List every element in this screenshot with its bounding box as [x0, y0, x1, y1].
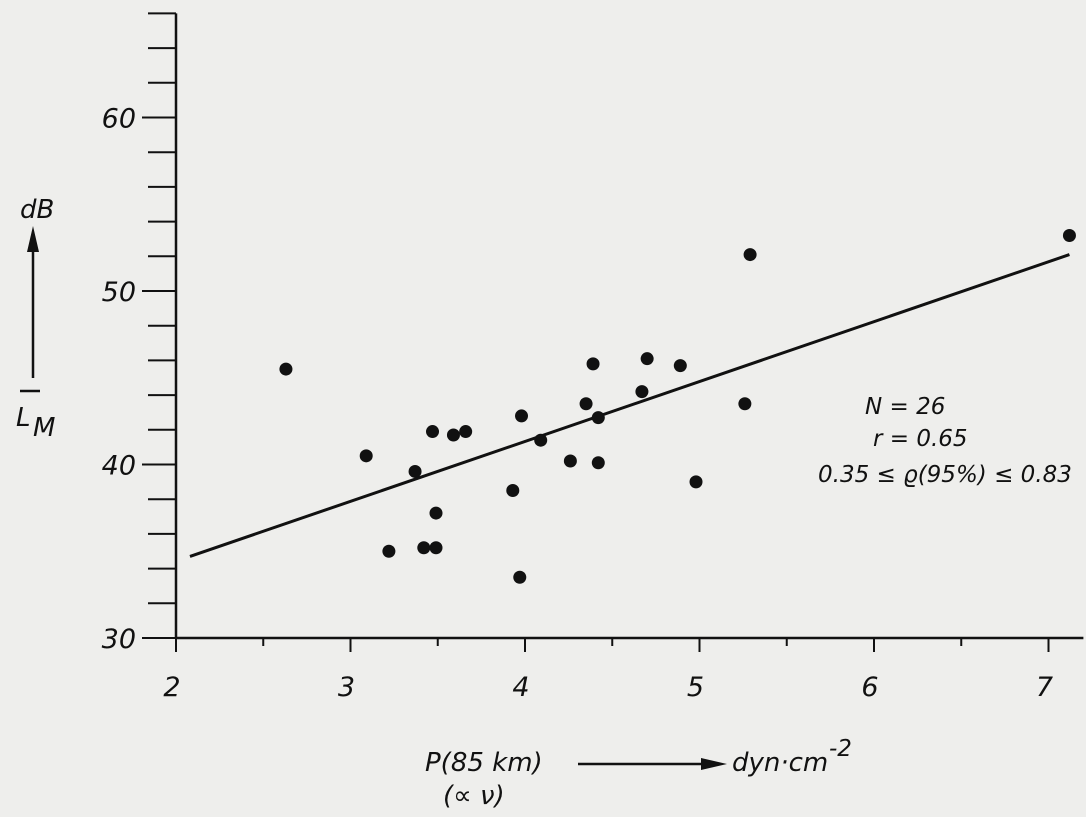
x-axis-unit: dyn·cm — [732, 748, 828, 778]
data-point — [515, 409, 529, 423]
data-point — [586, 357, 600, 371]
data-point — [382, 544, 396, 558]
data-point — [534, 433, 548, 447]
data-point — [429, 541, 443, 555]
x-tick-label: 4 — [512, 672, 529, 703]
y-tick-label: 40 — [102, 451, 136, 482]
data-point — [446, 428, 460, 442]
x-tick-label: 3 — [338, 672, 355, 703]
data-point — [429, 506, 443, 520]
data-point — [591, 411, 605, 425]
data-point — [426, 425, 440, 439]
data-point — [513, 570, 527, 584]
annotation-confidence: 0.35 ≤ ϱ(95%) ≤ 0.83 — [818, 462, 1072, 488]
data-point — [408, 464, 422, 478]
data-point — [417, 541, 431, 555]
y-tick-label: 50 — [102, 277, 136, 308]
y-axis-unit: dB — [20, 195, 54, 225]
data-point — [459, 425, 473, 439]
data-point — [673, 359, 687, 373]
axes — [174, 13, 1084, 640]
data-point — [359, 449, 373, 463]
x-axis-note: (∝ ν) — [443, 781, 505, 811]
annotation-n: N = 26 — [865, 394, 945, 420]
data-point — [279, 362, 293, 376]
data-point — [689, 475, 703, 489]
regression-line — [189, 253, 1070, 558]
x-tick-label: 5 — [687, 672, 704, 703]
data-point — [743, 248, 757, 262]
y-axis-symbol: L — [16, 403, 31, 433]
regression-layer — [189, 253, 1070, 558]
data-point — [738, 397, 752, 411]
x-axis-unit-exponent: -2 — [829, 736, 852, 762]
x-tick-label: 2 — [163, 672, 180, 703]
y-tick-label: 60 — [102, 104, 136, 135]
data-point — [635, 385, 649, 399]
data-point — [579, 397, 593, 411]
y-axis-subscript: M — [33, 413, 55, 443]
data-points — [279, 228, 1076, 584]
data-point — [640, 352, 654, 366]
y-axis-arrow-head — [27, 226, 39, 252]
annotation-r: r = 0.65 — [873, 426, 968, 452]
tick-labels: 2 3 4 5 6 7 30 40 50 60 — [102, 104, 1053, 704]
x-tick-label: 6 — [861, 672, 878, 703]
data-point — [506, 484, 520, 498]
ticks — [142, 12, 1050, 652]
x-axis-quantity: P(85 km) — [425, 748, 543, 778]
data-point — [1062, 228, 1076, 242]
x-tick-label: 7 — [1036, 672, 1053, 703]
y-tick-label: 30 — [102, 624, 136, 655]
data-point — [591, 456, 605, 470]
data-point — [563, 454, 577, 468]
x-axis-arrow-head — [701, 758, 727, 770]
